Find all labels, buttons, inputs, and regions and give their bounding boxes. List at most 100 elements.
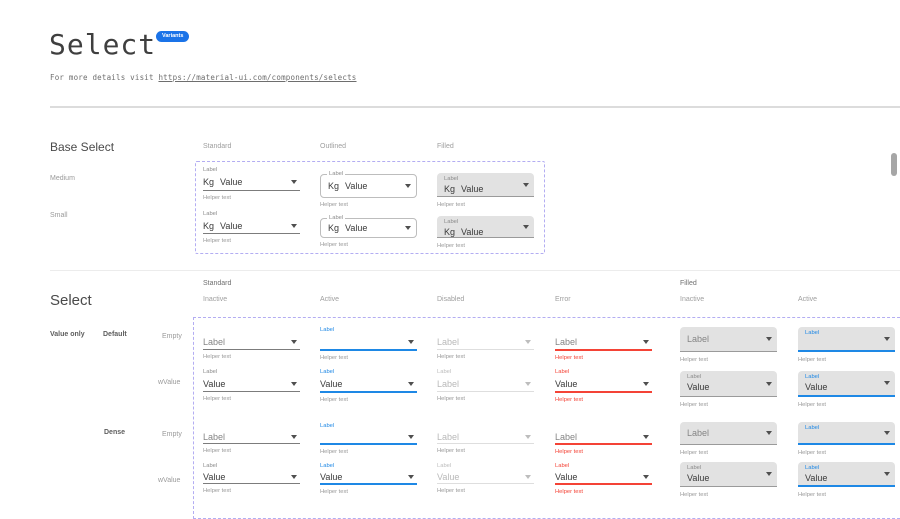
- field-value: Value: [203, 378, 226, 389]
- select-control[interactable]: Label: [555, 430, 652, 445]
- select-control[interactable]: Label Value: [680, 371, 777, 397]
- select-control[interactable]: Label: [798, 422, 895, 445]
- field-value: Value: [687, 473, 710, 483]
- row-label-small: Small: [50, 212, 68, 219]
- field-label: Label: [327, 215, 346, 222]
- field-label: Label: [320, 369, 335, 375]
- dropdown-arrow-icon: [884, 471, 890, 476]
- select-control[interactable]: [320, 430, 417, 445]
- select-filled-inactive-wvalue: Label Value Helper text: [680, 371, 777, 408]
- field-value: Value: [687, 382, 710, 392]
- select-control[interactable]: Kg Value: [203, 218, 300, 234]
- helper-text: Helper text: [798, 402, 827, 408]
- field-label: Label: [327, 171, 346, 178]
- field-label: Label: [320, 463, 335, 469]
- helper-text: Helper text: [203, 238, 232, 244]
- base-filled-small-field: Label Kg Value Helper text: [437, 216, 534, 249]
- helper-text: Helper text: [203, 354, 232, 360]
- base-outlined-small-field: Label Kg Value Helper text: [320, 215, 417, 248]
- select-control[interactable]: Value: [203, 376, 300, 392]
- state-header-active: Active: [320, 296, 340, 303]
- select-control[interactable]: Label: [437, 334, 534, 350]
- select-control[interactable]: Label: [555, 334, 652, 351]
- select-control[interactable]: Kg Value: [203, 174, 300, 191]
- column-header-standard: Standard: [203, 143, 232, 150]
- helper-text: Helper text: [680, 450, 709, 456]
- helper-text: Helper text: [798, 450, 827, 456]
- select-control[interactable]: Label: [203, 430, 300, 444]
- state-header-filled-inactive: Inactive: [680, 296, 705, 303]
- vertical-scrollbar-thumb[interactable]: [891, 153, 897, 176]
- select-control[interactable]: Value: [555, 376, 652, 393]
- select-control[interactable]: Label Value: [798, 371, 895, 397]
- dropdown-arrow-icon: [405, 226, 411, 230]
- select-standard-active-empty: Label Helper text: [320, 327, 417, 361]
- material-ui-link[interactable]: https://material-ui.com/components/selec…: [158, 73, 357, 82]
- base-select-heading: Base Select: [50, 140, 115, 154]
- section-divider: [50, 106, 900, 108]
- helper-text: Helper text: [555, 355, 584, 361]
- field-label: Label: [555, 369, 570, 375]
- select-standard-disabled-empty: Label Helper text: [437, 327, 534, 360]
- select-standard-error-wvalue: Label Value Helper text: [555, 369, 652, 403]
- helper-text: Helper text: [320, 242, 349, 248]
- field-label-spacer: [203, 423, 300, 430]
- field-label-spacer: [203, 327, 300, 334]
- select-filled-active-wvalue: Label Value Helper text: [798, 371, 895, 408]
- helper-text: Helper text: [555, 397, 584, 403]
- column-header-filled: Filled: [437, 143, 454, 150]
- field-value: Label: [555, 336, 578, 347]
- state-header-error: Error: [555, 296, 571, 303]
- select-control[interactable]: Label: [798, 327, 895, 352]
- select-control[interactable]: Label Value: [798, 462, 895, 487]
- select-control[interactable]: Value: [320, 470, 417, 485]
- field-label: Label: [805, 374, 820, 380]
- row-label-empty-dense: Empty: [162, 431, 182, 438]
- select-control[interactable]: Label: [680, 327, 777, 352]
- adornment: Kg: [328, 223, 340, 233]
- select-control[interactable]: Value: [203, 470, 300, 484]
- dropdown-arrow-icon: [291, 381, 297, 386]
- select-control[interactable]: Label Kg Value: [437, 216, 534, 238]
- helper-text: Helper text: [203, 195, 232, 201]
- select-heading: Select: [50, 292, 92, 309]
- subtitle: For more details visit https://material-…: [50, 73, 357, 82]
- select-filled-active-empty: Label Helper text: [798, 327, 895, 363]
- select-control[interactable]: Label: [437, 376, 534, 392]
- select-control[interactable]: Label Kg Value: [320, 215, 417, 238]
- select-control[interactable]: Value: [437, 470, 534, 484]
- helper-text: Helper text: [437, 396, 466, 402]
- row-label-dense: Dense: [104, 429, 126, 436]
- dropdown-arrow-icon: [408, 474, 414, 479]
- helper-text: Helper text: [320, 355, 349, 361]
- select-control[interactable]: Value: [555, 470, 652, 485]
- field-value: Value: [805, 473, 828, 483]
- field-value: Kg Value: [328, 181, 368, 191]
- select-control[interactable]: Label Kg Value: [320, 171, 417, 198]
- base-standard-medium-field: Label Kg Value Helper text: [203, 167, 300, 201]
- field-value: Label: [687, 428, 710, 438]
- field-value: Kg Value: [203, 177, 243, 187]
- row-label-empty: Empty: [162, 333, 182, 340]
- dropdown-arrow-icon: [291, 223, 297, 228]
- select-filled-inactive-empty-dense: Label Helper text: [680, 422, 777, 456]
- select-control[interactable]: Label Kg Value: [437, 173, 534, 197]
- dropdown-arrow-icon: [291, 180, 297, 184]
- select-control[interactable]: Label Value: [680, 462, 777, 487]
- base-standard-small-field: Label Kg Value Helper text: [203, 211, 300, 244]
- select-control[interactable]: Value: [320, 376, 417, 393]
- select-control[interactable]: Label: [437, 430, 534, 444]
- field-value: Kg Value: [444, 227, 484, 237]
- select-control[interactable]: [320, 334, 417, 351]
- dropdown-arrow-icon: [884, 336, 890, 341]
- field-label-spacer: [437, 423, 534, 430]
- row-label-medium: Medium: [50, 175, 75, 182]
- helper-text: Helper text: [203, 488, 232, 494]
- field-value: Value: [320, 471, 343, 482]
- adornment: Kg: [203, 220, 215, 231]
- select-control[interactable]: Label: [203, 334, 300, 350]
- field-value: Value: [555, 471, 578, 482]
- field-label: Label: [805, 465, 820, 471]
- select-control[interactable]: Label: [680, 422, 777, 445]
- helper-text: Helper text: [437, 354, 466, 360]
